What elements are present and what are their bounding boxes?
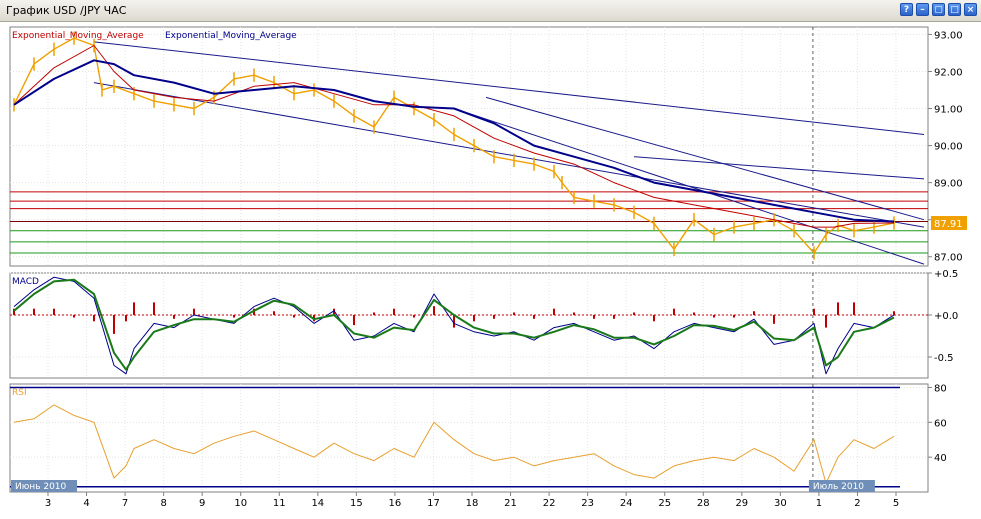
rsi-line (13, 404, 895, 484)
x-tick-label: 5 (893, 498, 899, 509)
rsi-panel: 80 60 40 RSI Июнь 2010 Июль 2010 (9, 383, 947, 493)
trend-line (93, 82, 925, 228)
ema-fast-line (13, 45, 895, 228)
price-panel: 93.0092.0091.0090.0089.0088.0087.0087.91… (9, 26, 967, 267)
rsi-frame (9, 383, 929, 493)
x-tick-label: 21 (504, 498, 517, 509)
price-ytick-label: 89.00 (934, 179, 963, 190)
price-frame (9, 26, 929, 267)
window-buttons: ? – ▢ □ × (900, 3, 977, 16)
rsi-ytick-label: 80 (934, 383, 947, 394)
price-ytick-label: 87.00 (934, 253, 963, 264)
x-tick-label: 17 (427, 498, 440, 509)
x-tick-label: 30 (774, 498, 787, 509)
price-ytick-label: 91.00 (934, 105, 963, 116)
x-tick-label: 18 (466, 498, 479, 509)
rsi-ytick-label: 40 (934, 453, 947, 464)
x-tick-label: 4 (83, 498, 89, 509)
help-icon[interactable]: ? (900, 3, 913, 16)
macd-ytick-label: -0.5 (934, 353, 954, 364)
month-label: Июнь 2010 (15, 482, 67, 492)
month-tab (11, 480, 77, 492)
legend-macd: MACD (12, 277, 39, 287)
trend-line (633, 156, 925, 180)
price-ytick-label: 92.00 (934, 67, 963, 78)
month-tab (808, 480, 875, 492)
x-tick-label: 28 (697, 498, 710, 509)
legend-ema-fast: Exponential_Moving_Average (12, 31, 144, 41)
x-tick-label: 2 (854, 498, 860, 509)
price-ytick-label: 93.00 (934, 30, 963, 41)
x-tick-label: 16 (389, 498, 402, 509)
ema-slow-line (13, 59, 895, 223)
x-tick-label: 7 (122, 498, 128, 509)
chart-area[interactable]: 93.0092.0091.0090.0089.0088.0087.0087.91… (0, 22, 981, 519)
x-tick-label: 23 (581, 498, 594, 509)
x-tick-label: 14 (311, 498, 324, 509)
trend-line (485, 96, 925, 221)
macd-ytick-label: +0.5 (934, 269, 958, 280)
maximize-icon[interactable]: □ (948, 3, 961, 16)
x-tick-label: 9 (199, 498, 205, 509)
legend-rsi: RSI (12, 388, 27, 398)
x-axis: 3 4 7 8 9 10 11 14 15 16 17 18 21 22 23 24 25 28 29 30 1 2 5 (45, 492, 899, 509)
x-tick-label: 29 (735, 498, 748, 509)
x-tick-label: 25 (658, 498, 671, 509)
legend-ema-slow: Exponential_Moving_Average (165, 31, 297, 41)
x-tick-label: 11 (273, 498, 286, 509)
x-tick-label: 22 (543, 498, 556, 509)
macd-panel: +0.5 +0.0 -0.5 MACD (9, 269, 958, 379)
x-tick-label: 1 (816, 498, 822, 509)
x-tick-label: 24 (620, 498, 633, 509)
macd-ytick-label: +0.0 (934, 311, 958, 322)
x-tick-label: 15 (350, 498, 363, 509)
price-ytick-label: 90.00 (934, 142, 963, 153)
window-title: График USD /JPY ЧАС (6, 4, 127, 17)
x-tick-label: 8 (160, 498, 166, 509)
last-price-tag (931, 216, 967, 231)
trend-line (93, 41, 925, 135)
close-icon[interactable]: × (964, 3, 977, 16)
macd-signal-line (13, 278, 895, 371)
minimize-icon[interactable]: – (916, 3, 929, 16)
x-tick-label: 10 (234, 498, 247, 509)
window-titlebar: График USD /JPY ЧАС ? – ▢ □ × (0, 0, 981, 22)
price-line (13, 37, 895, 254)
x-tick-label: 3 (45, 498, 51, 509)
rsi-ytick-label: 60 (934, 418, 947, 429)
trend-line (453, 108, 925, 265)
month-label: Июль 2010 (813, 482, 864, 492)
last-price-label: 87.91 (934, 219, 963, 230)
restore-icon[interactable]: ▢ (932, 3, 945, 16)
